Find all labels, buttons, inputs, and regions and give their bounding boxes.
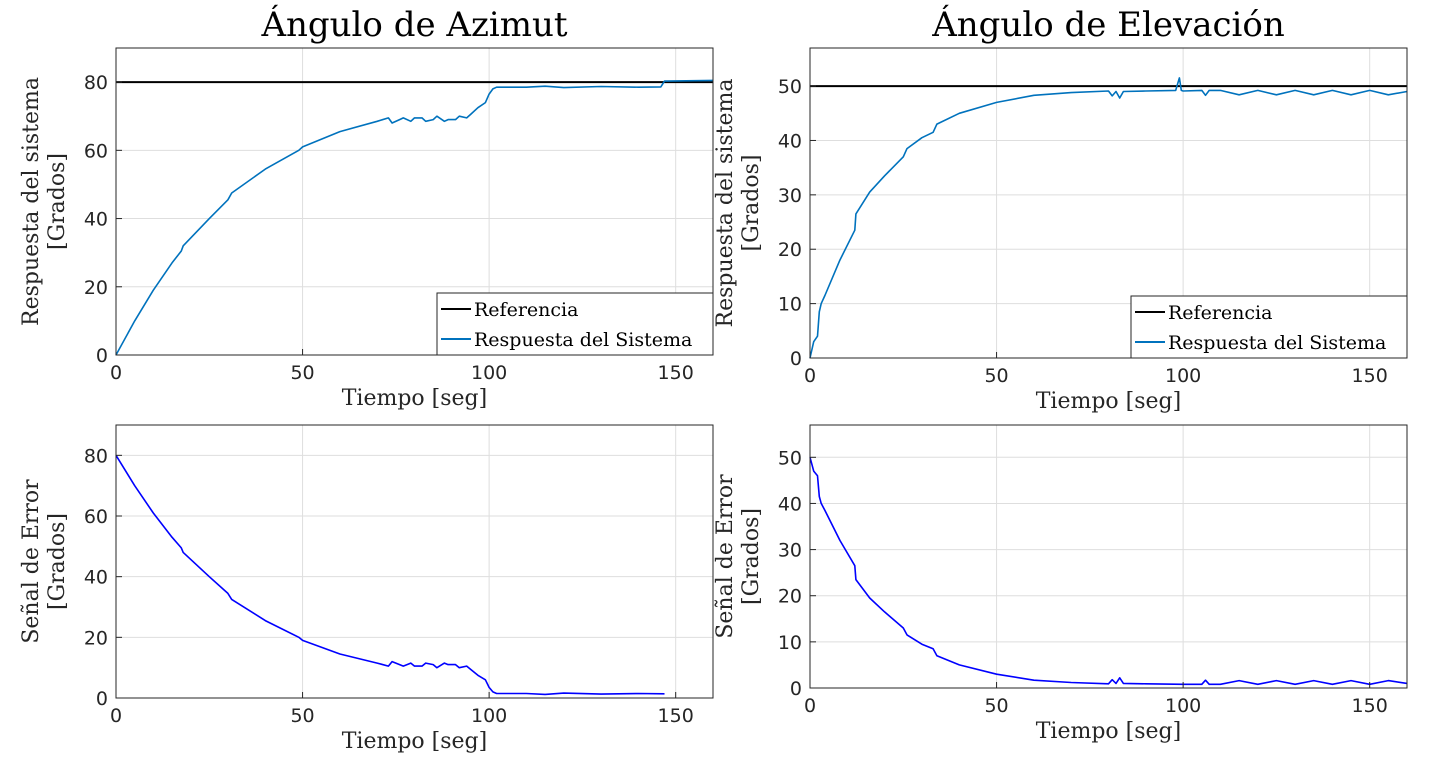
series-line-2 [115, 79, 714, 356]
y-tick-label: 20 [778, 239, 802, 261]
x-tick-label: 150 [1352, 695, 1388, 717]
x-axis-label: Tiempo [seg] [342, 729, 487, 754]
y-axis-label: Señal de Error [19, 479, 44, 644]
x-tick-label: 150 [658, 705, 694, 727]
series-line-2 [809, 77, 1408, 359]
plot-area [115, 47, 714, 356]
legend: Referencia Respuesta del Sistema [436, 292, 714, 356]
x-tick-label: 0 [110, 705, 122, 727]
legend-entry: Respuesta del Sistema [474, 329, 692, 351]
x-tick-label: 50 [290, 362, 314, 384]
y-tick-label: 10 [778, 632, 802, 654]
y-axis-label-units: [Grados] [45, 153, 70, 250]
y-tick-label: 0 [96, 688, 108, 710]
y-tick-label: 30 [778, 540, 802, 562]
y-tick-label: 80 [84, 72, 108, 94]
plot-area [115, 424, 714, 699]
y-tick-label: 50 [778, 76, 802, 98]
x-tick-label: 100 [471, 362, 507, 384]
chart-panel-2: 0 50 100 150 0 10 20 30 40 50 Tiempo [seg] Respuest… [713, 4, 1408, 414]
x-tick-label: 150 [658, 362, 694, 384]
x-tick-label: 150 [1352, 365, 1388, 387]
series-line-1 [809, 457, 1408, 686]
x-tick-label: 100 [471, 705, 507, 727]
legend-box [1130, 295, 1408, 359]
y-tick-label: 30 [778, 185, 802, 207]
y-axis-label-units: [Grados] [739, 508, 764, 605]
legend: Referencia Respuesta del Sistema [1130, 295, 1408, 359]
y-tick-label: 60 [84, 506, 108, 528]
x-tick-label: 100 [1165, 365, 1201, 387]
chart-panel-1: 0 50 100 150 0 20 40 60 80 Tiempo [seg] Respuesta … [19, 4, 714, 411]
x-axis-label: Tiempo [seg] [1036, 719, 1181, 744]
y-tick-label: 20 [84, 277, 108, 299]
legend-entry: Referencia [1168, 302, 1272, 324]
x-tick-label: 0 [110, 362, 122, 384]
y-axis-label: Señal de Error [713, 474, 738, 639]
y-tick-label: 20 [84, 627, 108, 649]
chart-panel-3: 0 50 100 150 0 20 40 60 80 Tiempo [seg] Señal de E… [19, 424, 714, 754]
y-tick-label: 80 [84, 445, 108, 467]
y-tick-label: 40 [778, 130, 802, 152]
y-tick-label: 40 [84, 209, 108, 231]
y-tick-label: 50 [778, 447, 802, 469]
y-axis-label: Respuesta del sistema [713, 79, 738, 328]
y-tick-label: 60 [84, 140, 108, 162]
x-tick-label: 50 [984, 695, 1008, 717]
x-axis-label: Tiempo [seg] [342, 386, 487, 411]
x-tick-label: 0 [804, 365, 816, 387]
legend-entry: Respuesta del Sistema [1168, 332, 1386, 354]
y-tick-label: 0 [790, 678, 802, 700]
x-axis-label: Tiempo [seg] [1036, 389, 1181, 414]
series-line-1 [115, 454, 665, 696]
y-axis-label: Respuesta del sistema [19, 77, 44, 326]
x-tick-label: 50 [290, 705, 314, 727]
y-axis-label-units: [Grados] [45, 513, 70, 610]
y-tick-label: 40 [84, 567, 108, 589]
plot-area [809, 424, 1408, 689]
y-axis-label-units: [Grados] [739, 155, 764, 252]
chart-title: Ángulo de Elevación [931, 4, 1285, 45]
x-tick-label: 0 [804, 695, 816, 717]
chart-title: Ángulo de Azimut [260, 4, 567, 45]
y-tick-label: 20 [778, 586, 802, 608]
legend-box [436, 292, 714, 356]
y-tick-label: 0 [790, 348, 802, 370]
x-tick-label: 100 [1165, 695, 1201, 717]
y-tick-label: 10 [778, 294, 802, 316]
y-tick-label: 40 [778, 493, 802, 515]
plot-area [809, 47, 1408, 359]
x-tick-label: 50 [984, 365, 1008, 387]
y-tick-label: 0 [96, 345, 108, 367]
chart-panel-4: 0 50 100 150 0 10 20 30 40 50 Tiempo [seg] Señal de… [713, 424, 1408, 744]
legend-entry: Referencia [474, 299, 578, 321]
